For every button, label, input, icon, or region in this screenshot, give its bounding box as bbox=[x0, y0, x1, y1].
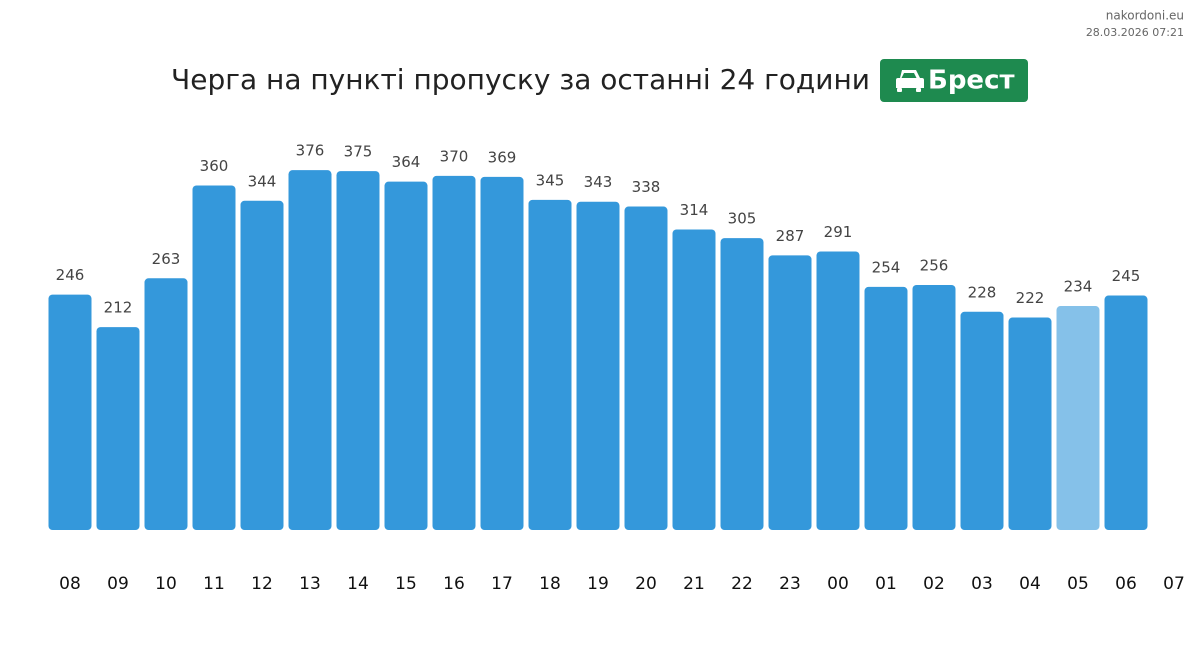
bar bbox=[720, 238, 764, 531]
value-label: 263 bbox=[152, 250, 181, 268]
x-tick-label: 19 bbox=[587, 574, 609, 594]
bar bbox=[1008, 317, 1052, 530]
x-tick-label: 10 bbox=[155, 574, 177, 594]
bar bbox=[528, 199, 572, 530]
x-tick-label: 11 bbox=[203, 574, 225, 594]
car-icon bbox=[896, 70, 924, 92]
value-label: 291 bbox=[824, 223, 853, 241]
bar bbox=[96, 327, 140, 530]
value-label: 370 bbox=[440, 147, 469, 165]
x-tick-label: 05 bbox=[1067, 574, 1089, 594]
bar bbox=[624, 206, 668, 530]
bar bbox=[384, 181, 428, 531]
x-tick-label: 08 bbox=[59, 574, 81, 594]
x-tick-label: 23 bbox=[779, 574, 801, 594]
x-tick-label: 12 bbox=[251, 574, 273, 594]
x-tick-label: 22 bbox=[731, 574, 753, 594]
x-tick-label: 09 bbox=[107, 574, 129, 594]
x-tick-label: 00 bbox=[827, 574, 849, 594]
x-tick-label: 15 bbox=[395, 574, 417, 594]
source: nakordoni.eu bbox=[1106, 9, 1184, 23]
bar bbox=[768, 255, 812, 530]
value-label: 360 bbox=[200, 157, 229, 175]
bar bbox=[864, 286, 908, 530]
value-label: 345 bbox=[536, 171, 565, 189]
value-label: 245 bbox=[1112, 267, 1141, 285]
bar bbox=[912, 285, 956, 530]
x-tick-label: 18 bbox=[539, 574, 561, 594]
value-label: 344 bbox=[248, 172, 277, 190]
badge: Брест bbox=[880, 59, 1028, 102]
bar bbox=[192, 185, 236, 531]
chart-title: Черга на пункті пропуску за останні 24 г… bbox=[171, 63, 870, 96]
bar bbox=[144, 278, 188, 530]
value-label: 314 bbox=[680, 201, 709, 219]
x-tick-label: 21 bbox=[683, 574, 705, 594]
x-tick-label: 20 bbox=[635, 574, 657, 594]
bar bbox=[576, 201, 620, 530]
value-label: 369 bbox=[488, 148, 517, 166]
value-label: 246 bbox=[56, 266, 85, 284]
value-label: 222 bbox=[1016, 289, 1045, 307]
value-label: 228 bbox=[968, 283, 997, 301]
x-tick-label: 16 bbox=[443, 574, 465, 594]
value-label: 234 bbox=[1064, 278, 1093, 296]
bar bbox=[240, 200, 284, 531]
value-label: 305 bbox=[728, 210, 757, 228]
x-tick-label: 14 bbox=[347, 574, 369, 594]
value-label: 254 bbox=[872, 258, 901, 276]
bar bbox=[1104, 295, 1148, 530]
value-label: 376 bbox=[296, 142, 325, 160]
bar bbox=[672, 229, 716, 530]
value-label: 364 bbox=[392, 153, 421, 171]
bar bbox=[48, 294, 92, 530]
x-tick-label: 01 bbox=[875, 574, 897, 594]
timestamp: 28.03.2026 07:21 bbox=[1086, 26, 1184, 39]
bar bbox=[480, 176, 524, 530]
x-tick-label: 07 bbox=[1163, 574, 1185, 594]
x-tick-label: 13 bbox=[299, 574, 321, 594]
x-tick-label: 02 bbox=[923, 574, 945, 594]
value-label: 375 bbox=[344, 143, 373, 161]
value-label: 343 bbox=[584, 173, 613, 191]
bar bbox=[336, 171, 380, 530]
x-tick-label: 06 bbox=[1115, 574, 1137, 594]
bar bbox=[960, 311, 1004, 530]
value-label: 256 bbox=[920, 257, 949, 275]
x-tick-label: 04 bbox=[1019, 574, 1041, 594]
bar bbox=[816, 251, 860, 530]
value-label: 212 bbox=[104, 299, 133, 317]
value-label: 287 bbox=[776, 227, 805, 245]
x-tick-label: 17 bbox=[491, 574, 513, 594]
value-label: 338 bbox=[632, 178, 661, 196]
bar bbox=[288, 170, 332, 530]
x-tick-label: 03 bbox=[971, 574, 993, 594]
bar bbox=[432, 175, 476, 530]
bar bbox=[1056, 306, 1100, 530]
badge-label: Брест bbox=[928, 66, 1015, 96]
